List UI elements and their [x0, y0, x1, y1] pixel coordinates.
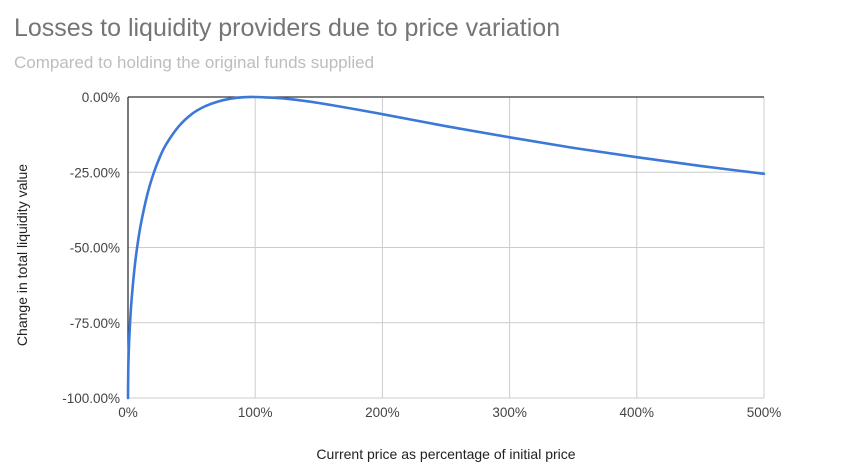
chart-subtitle: Compared to holding the original funds s…: [14, 53, 375, 72]
y-tick-label: -100.00%: [62, 391, 120, 406]
y-tick-label: -75.00%: [70, 316, 120, 331]
x-tick-label: 100%: [238, 405, 273, 420]
x-tick-label: 400%: [620, 405, 655, 420]
x-tick-label: 500%: [747, 405, 782, 420]
series-line: [126, 95, 766, 400]
x-tick-label: 200%: [365, 405, 400, 420]
y-tick-label: 0.00%: [82, 90, 120, 105]
y-tick-label: -50.00%: [70, 241, 120, 256]
chart-title: Losses to liquidity providers due to pri…: [14, 14, 561, 42]
y-axis-label: Change in total liquidity value: [14, 164, 30, 346]
x-tick-label: 0%: [118, 405, 138, 420]
y-tick-label: -25.00%: [70, 165, 120, 180]
x-axis-label: Current price as percentage of initial p…: [316, 446, 575, 462]
x-tick-label: 300%: [492, 405, 527, 420]
